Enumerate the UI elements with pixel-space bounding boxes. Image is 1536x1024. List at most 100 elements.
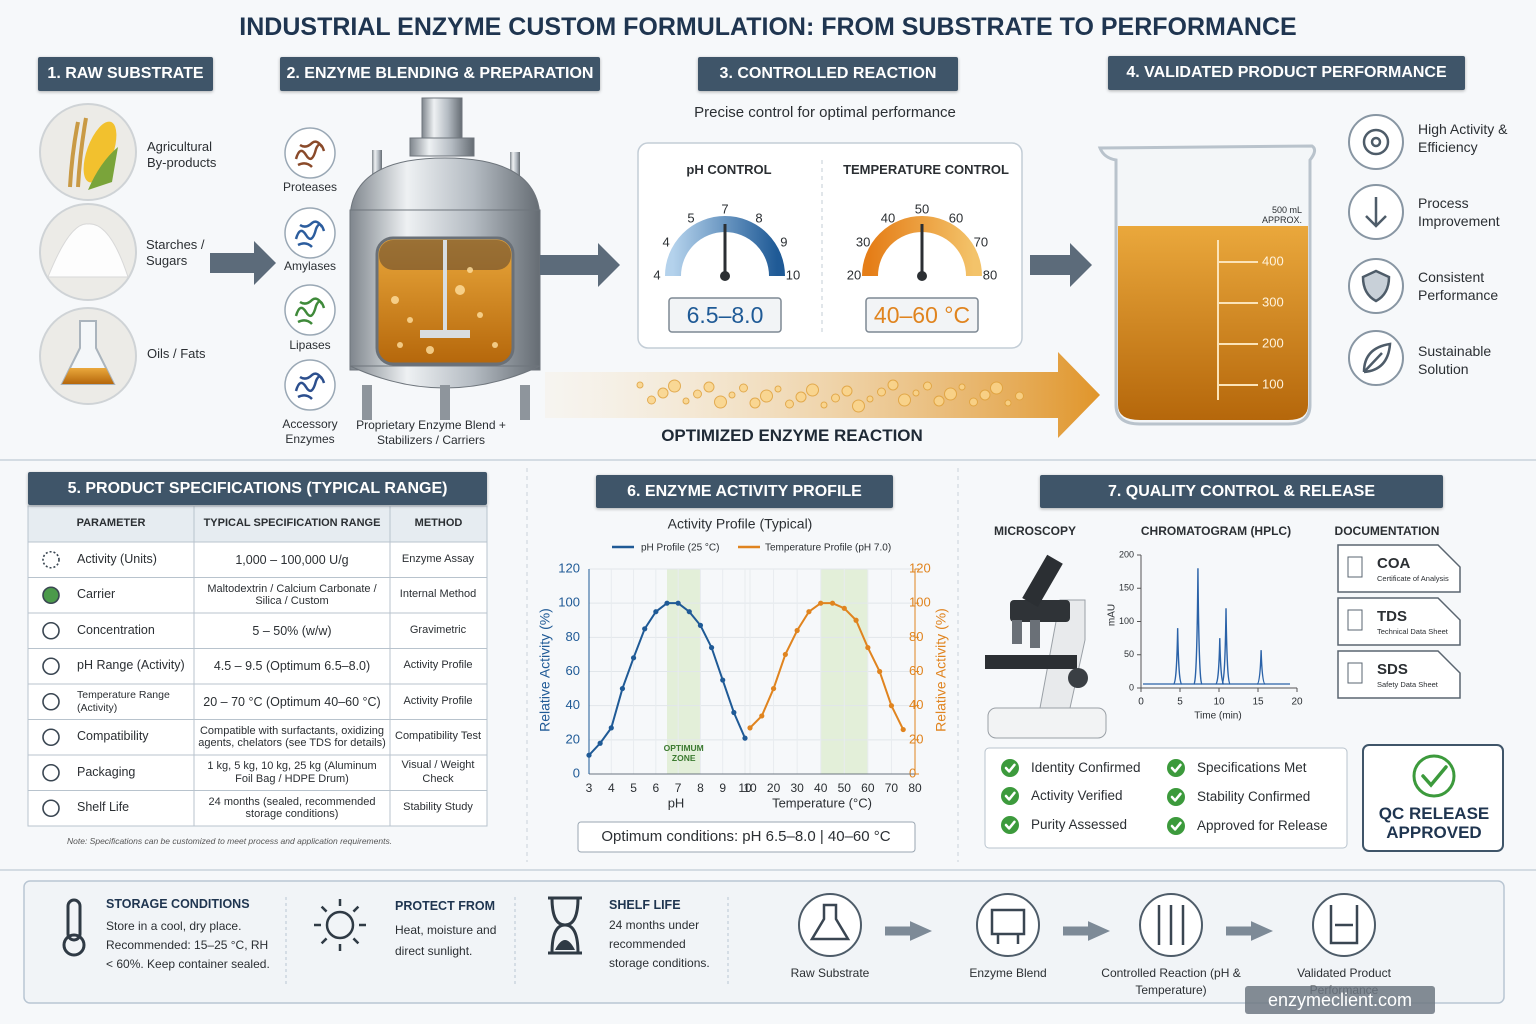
x-tick-label: 0 <box>1138 697 1144 708</box>
y-tick-label: 100 <box>558 595 580 610</box>
spec-range: 1,000 – 100,000 U/g <box>235 552 349 567</box>
series-point <box>759 713 765 719</box>
flow-step-label: Enzyme Blend <box>969 966 1047 980</box>
series-point <box>770 685 777 692</box>
footer-text: Store in a cool, dry place. Recommended:… <box>106 919 270 971</box>
row-icon <box>42 728 60 747</box>
document <box>1337 597 1461 646</box>
series-point <box>586 752 592 758</box>
spec-parameter: Shelf Life <box>77 800 130 815</box>
column-header: TYPICAL SPECIFICATION RANGE <box>203 517 381 530</box>
qc-subheading: CHROMATOGRAM (HPLC) <box>1140 524 1292 538</box>
website: enzymeclient.com <box>1245 986 1435 1014</box>
series-point <box>841 605 847 611</box>
bubble <box>749 397 761 409</box>
y2-tick-label: 60 <box>909 663 923 678</box>
y2-tick-label: 0 <box>909 765 916 780</box>
column-header: METHOD <box>414 517 463 530</box>
reactor <box>349 157 541 221</box>
dial-hub <box>917 271 927 281</box>
reactor <box>510 152 520 176</box>
beaker-liquid <box>1118 226 1308 420</box>
flow-step-icon <box>1157 905 1185 945</box>
spec-range: 20 – 70 °C (Optimum 40–60 °C) <box>203 694 381 709</box>
section-heading: 3. CONTROLLED REACTION <box>698 57 958 91</box>
check-label: Identity Confirmed <box>1031 760 1141 775</box>
row-icon <box>42 621 60 640</box>
chromatogram-peak <box>1221 608 1231 685</box>
spec-method: Stability Study <box>403 801 473 814</box>
x-tick-label: 10 <box>738 781 752 795</box>
graduation-label: 100 <box>1262 376 1284 391</box>
enzyme-icon <box>284 284 336 336</box>
series-point <box>853 617 859 623</box>
y-tick-label: 20 <box>566 731 580 746</box>
check-icon <box>1167 788 1185 806</box>
graduation-label: 200 <box>1262 335 1284 350</box>
spec-method: Visual / Weight Check <box>401 759 475 785</box>
substrate-label: Agricultural By-products <box>147 139 217 171</box>
bubble <box>467 267 473 273</box>
y-tick-label: 50 <box>1124 649 1134 659</box>
y-tick-label: 80 <box>566 629 580 644</box>
bubble <box>958 383 966 391</box>
microscope <box>1022 554 1063 608</box>
y-tick-label: 60 <box>566 663 580 678</box>
section-heading: 4. VALIDATED PRODUCT PERFORMANCE <box>1108 56 1465 90</box>
y2-tick-label: 20 <box>909 731 923 746</box>
reactor-leg <box>362 385 372 420</box>
benefit-label: Process Improvement <box>1418 195 1500 229</box>
row-icon <box>42 586 60 605</box>
row-icon <box>42 550 60 569</box>
chromatogram-peak <box>1193 568 1203 685</box>
substrate-label: Starches / Sugars <box>146 237 205 269</box>
series-point <box>720 677 726 683</box>
bubble <box>1004 399 1012 407</box>
benefit-label: High Activity & Efficiency <box>1418 121 1508 155</box>
footer-text: 24 months under recommended storage cond… <box>609 918 710 970</box>
y2-tick-label: 80 <box>909 629 923 644</box>
x-tick-label: 7 <box>675 781 682 795</box>
substrate-icon <box>62 368 114 384</box>
column-header: PARAMETER <box>76 517 146 530</box>
spec-range: 24 months (sealed, recommended storage c… <box>208 795 376 821</box>
flow-step-icon <box>809 903 851 941</box>
control-panel <box>637 142 1023 349</box>
spec-parameter: Packaging <box>77 764 136 779</box>
chromatogram-peak <box>1215 638 1225 685</box>
enzyme-label: Amylases <box>283 259 336 273</box>
series-point <box>619 685 626 692</box>
document-icon <box>1347 609 1363 631</box>
dial-tick-label: 20 <box>847 267 861 282</box>
footer-text: Heat, moisture and direct sunlight. <box>395 923 497 958</box>
check-icon <box>1004 791 1016 801</box>
check-icon <box>1004 820 1016 830</box>
graduation-label: 400 <box>1262 253 1284 268</box>
series-point <box>794 627 800 634</box>
x-tick-label: 70 <box>885 781 899 795</box>
spec-parameter: Carrier <box>77 587 116 602</box>
bubble <box>477 312 483 318</box>
dial-tick-label: 60 <box>949 210 963 225</box>
dial-tick-label: 4 <box>653 267 660 282</box>
bubble <box>877 387 886 397</box>
bubble <box>397 342 403 348</box>
x-tick-label: 5 <box>630 781 637 795</box>
series-point <box>742 735 748 741</box>
flow-step-icon <box>1329 905 1359 945</box>
protect-icon <box>320 937 328 945</box>
range-value: 40–60 °C <box>873 301 971 328</box>
legend-label: pH Profile (25 °C) <box>641 543 719 554</box>
check-icon <box>1001 787 1019 805</box>
x-tick-label: 50 <box>838 781 852 795</box>
benefit-icon <box>1362 342 1392 374</box>
bubble <box>774 385 782 393</box>
bubble <box>795 391 807 403</box>
series-point <box>877 668 883 675</box>
x-tick-label: 5 <box>1177 697 1183 708</box>
spec-method: Gravimetric <box>409 623 467 636</box>
reactor-caption: Proprietary Enzyme Blend + Stabilizers /… <box>356 418 506 447</box>
x-tick-label: 9 <box>719 781 726 795</box>
bubble <box>866 395 874 403</box>
